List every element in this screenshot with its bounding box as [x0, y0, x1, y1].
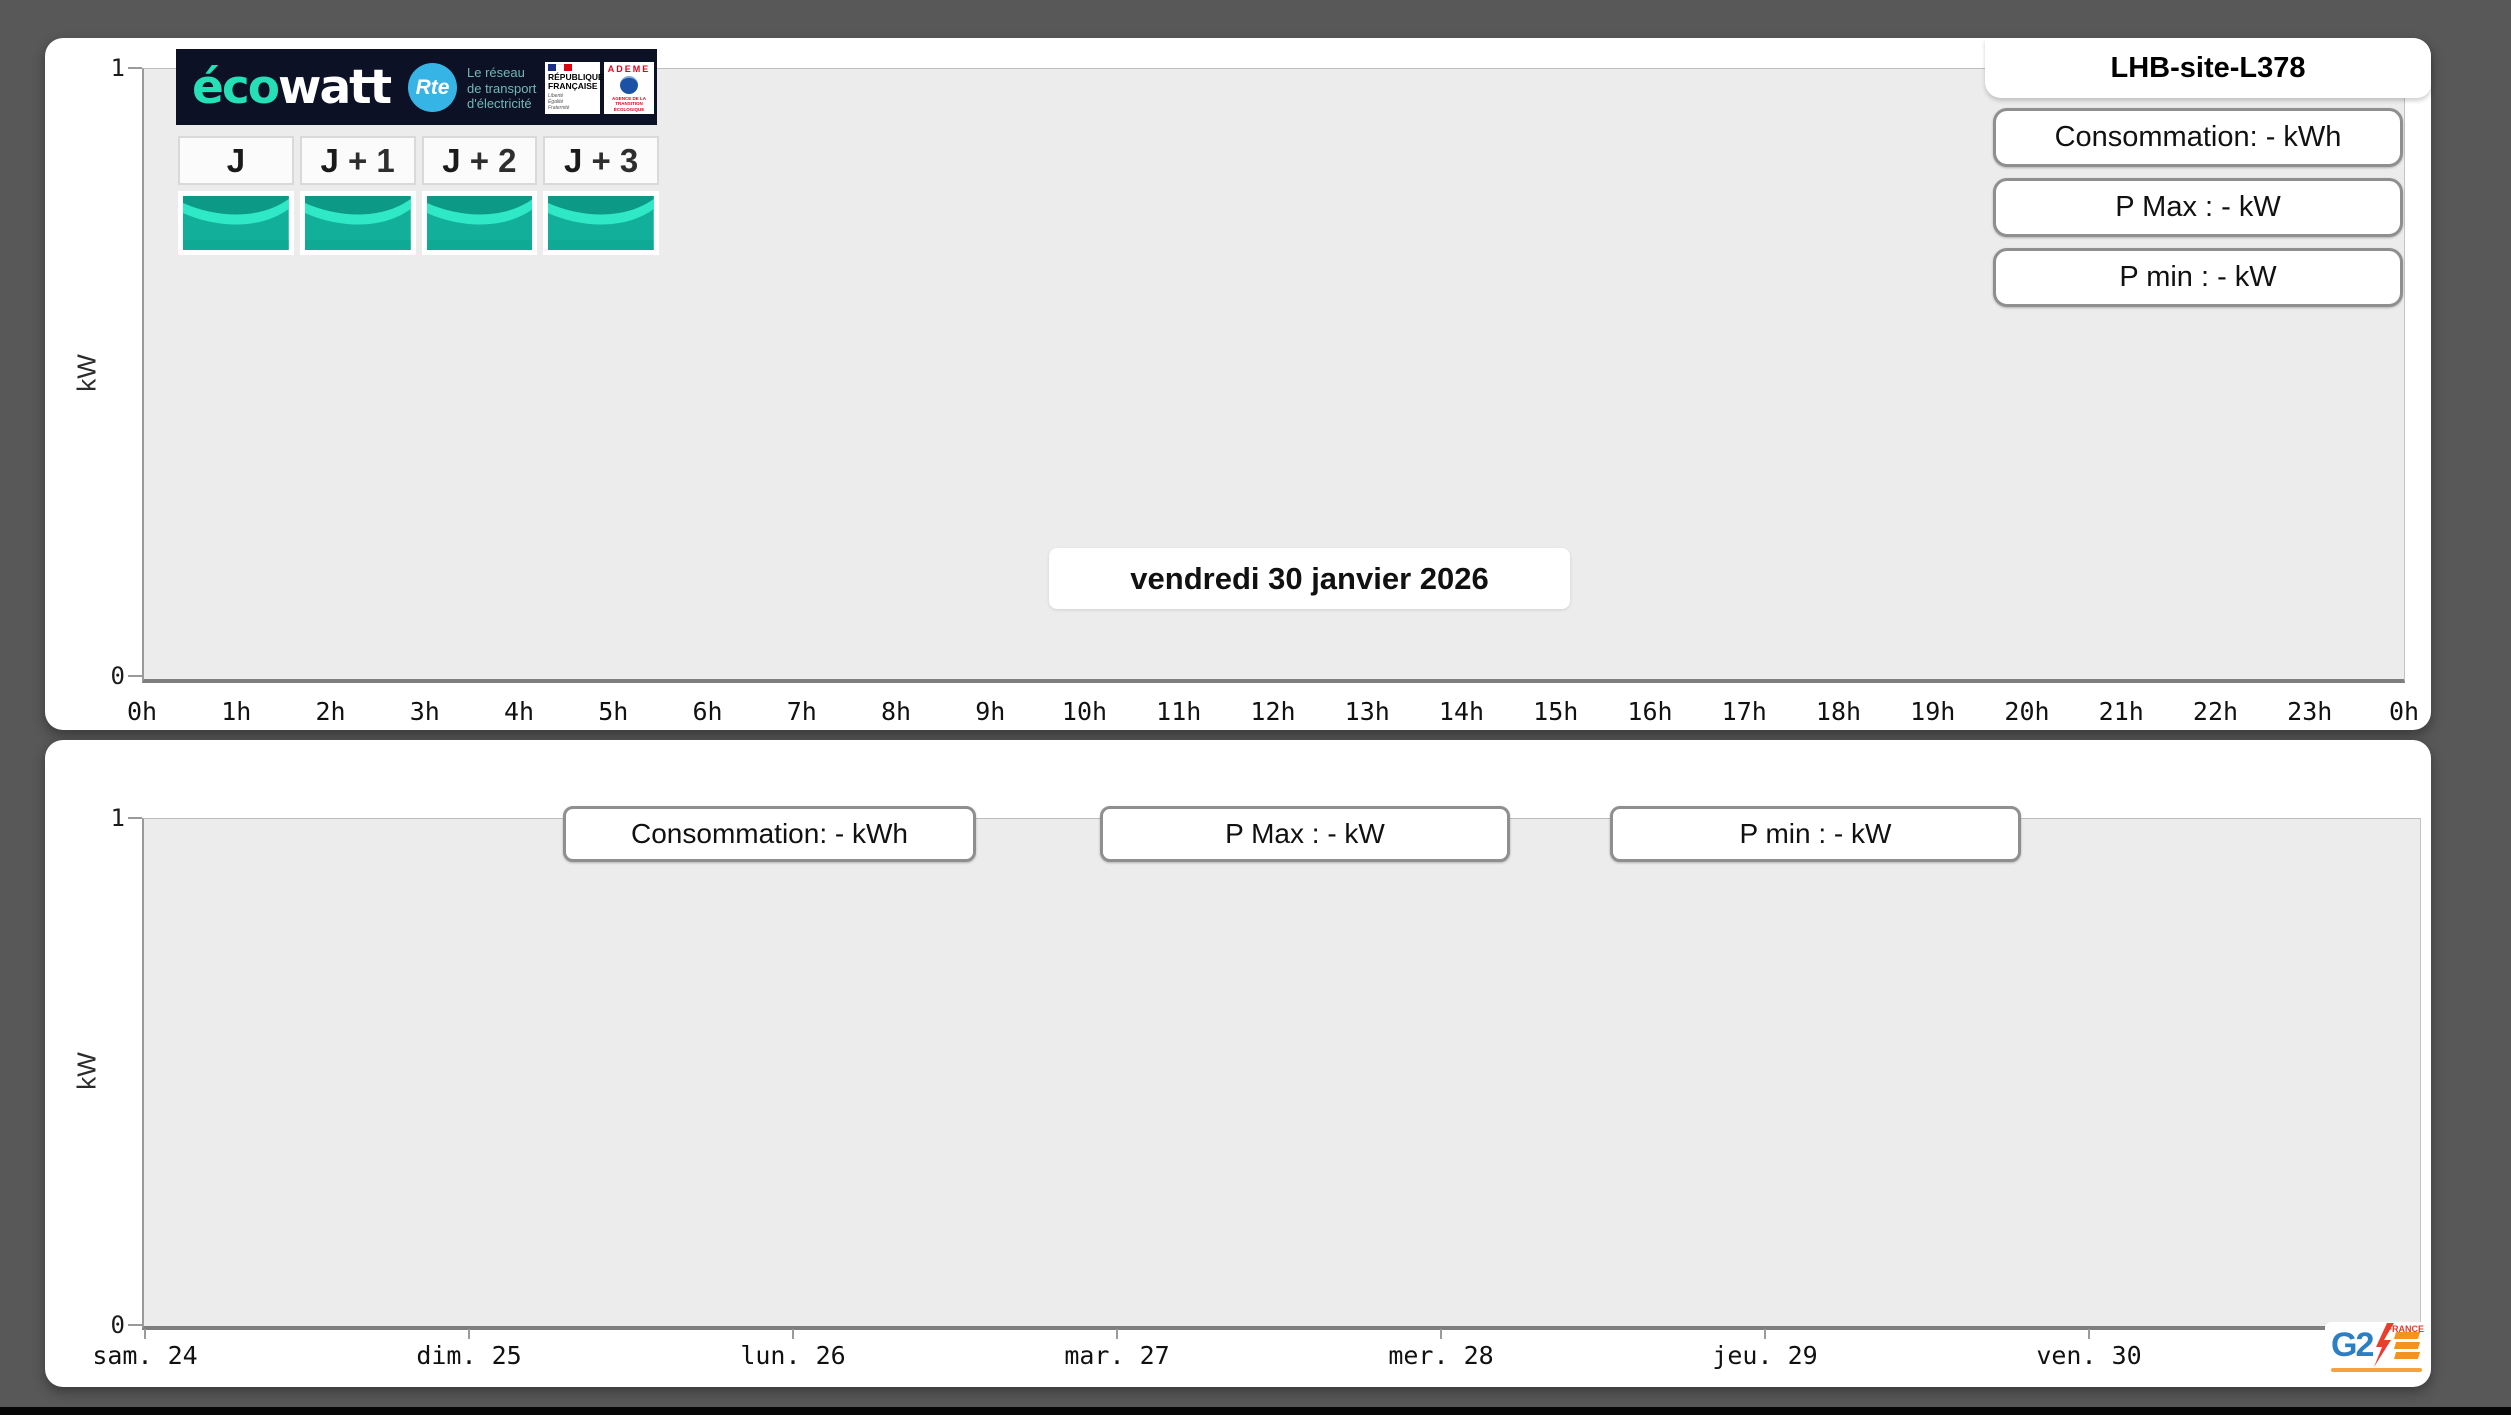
g2e-tagline — [2331, 1368, 2422, 1372]
day-tab[interactable]: J + 3 — [543, 136, 659, 255]
stat-button[interactable]: Consommation: - kWh — [1993, 108, 2403, 167]
stat-button[interactable]: P min : - kW — [1610, 806, 2021, 862]
bottom-bar — [0, 1407, 2511, 1415]
x-tick-label: sam. 24 — [92, 1341, 198, 1370]
x-tickmark — [1764, 1329, 1766, 1339]
x-tickmark — [792, 1329, 794, 1339]
stat-button[interactable]: Consommation: - kWh — [563, 806, 976, 862]
g2e-france-label: FRANCE — [2386, 1324, 2425, 1334]
y-tick-min: 0 — [110, 662, 125, 690]
stat-button[interactable]: P Max : - kW — [1993, 178, 2403, 237]
rte-tagline: Le réseau de transport d'électricité — [467, 65, 537, 112]
stat-button[interactable]: P min : - kW — [1993, 248, 2403, 307]
republique-francaise-logo: RÉPUBLIQUE FRANÇAISE Liberté Égalité Fra… — [545, 62, 604, 114]
x-tick-label: ven. 30 — [2036, 1341, 2142, 1370]
y-tick-max: 1 — [110, 54, 125, 82]
x-tick-label: lun. 26 — [740, 1341, 846, 1370]
french-flag-icon — [548, 64, 572, 71]
site-title: LHB-site-L378 — [1985, 38, 2431, 98]
ecowatt-day-tabs: J J + 1 — [178, 136, 659, 255]
weekly-plot-area — [142, 818, 2421, 1330]
x-tick-label: mer. 28 — [1388, 1341, 1494, 1370]
ecowatt-signal-green-icon[interactable] — [178, 191, 294, 255]
ecowatt-logo: écowatt Rte Le réseau de transport d'éle… — [176, 49, 657, 125]
y-axis-label: kW — [71, 354, 102, 392]
weekly-chart-panel: 1 0 kW Consommation: - kWh P Max : - kW P … — [45, 740, 2431, 1387]
day-tab-label[interactable]: J + 3 — [543, 136, 659, 185]
ademe-logo: ADEME AGENCE DE LA TRANSITION ÉCOLOGIQUE — [604, 62, 654, 114]
lightning-bolt-icon — [2374, 1323, 2395, 1367]
x-tickmark — [1116, 1329, 1118, 1339]
selected-date-banner: vendredi 30 janvier 2026 — [1049, 548, 1570, 609]
day-tick-labels: sam. 24 dim. 25 lun. 26 mar. 27 mer. 28 jeu. … — [92, 1325, 2418, 1370]
hour-tickmarks — [142, 682, 2404, 692]
y-tick-max: 1 — [110, 804, 125, 832]
day-tab[interactable]: J + 1 — [299, 136, 416, 255]
y-tickmark — [128, 1324, 142, 1326]
hour-tick-labels: 0h 1h 2h 3h 4h 5h 6h 7h 8h 9h 10h 11h 12h 13h 14h 15h 16… — [126, 696, 2420, 726]
ecowatt-signal-green-icon[interactable] — [543, 191, 659, 255]
daily-chart-panel: 1 0 kW 0h 1h 2h 3h 4h 5h 6h 7h 8h 9h 10h 11h 12h 13h 1… — [45, 38, 2431, 730]
day-tab[interactable]: J — [178, 136, 294, 255]
daily-stats: Consommation: - kWh P Max : - kW P min : -… — [1993, 108, 2403, 307]
rte-logo: Rte — [408, 63, 457, 112]
day-tab-label[interactable]: J + 2 — [421, 136, 538, 185]
x-tickmark — [144, 1329, 146, 1339]
day-tab-label[interactable]: J — [178, 136, 294, 185]
y-axis-label: kW — [71, 1052, 102, 1090]
ecowatt-signal-green-icon[interactable] — [421, 191, 538, 255]
day-tickmarks — [142, 1325, 2418, 1365]
y-tickmark — [128, 817, 142, 819]
g2e-wordmark: G2 — [2331, 1326, 2374, 1364]
y-tickmark — [128, 67, 142, 69]
y-tick-min: 0 — [110, 1311, 125, 1339]
x-tick-label: jeu. 29 — [1712, 1341, 1818, 1370]
g2e-logo: FRANCE G2 — [2325, 1322, 2428, 1382]
x-tickmark — [2088, 1329, 2090, 1339]
g2e-e-icon — [2394, 1331, 2421, 1359]
y-tickmark — [128, 675, 142, 677]
x-tick-label: mar. 27 — [1064, 1341, 1170, 1370]
ademe-globe-icon — [620, 76, 638, 94]
x-tick-label: dim. 25 — [416, 1341, 522, 1370]
x-tickmark — [468, 1329, 470, 1339]
day-tab[interactable]: J + 2 — [421, 136, 538, 255]
day-tab-label[interactable]: J + 1 — [299, 136, 416, 185]
stat-button[interactable]: P Max : - kW — [1100, 806, 1510, 862]
ecowatt-wordmark: écowatt — [192, 59, 392, 115]
x-tickmark — [1440, 1329, 1442, 1339]
ecowatt-signal-green-icon[interactable] — [299, 191, 416, 255]
